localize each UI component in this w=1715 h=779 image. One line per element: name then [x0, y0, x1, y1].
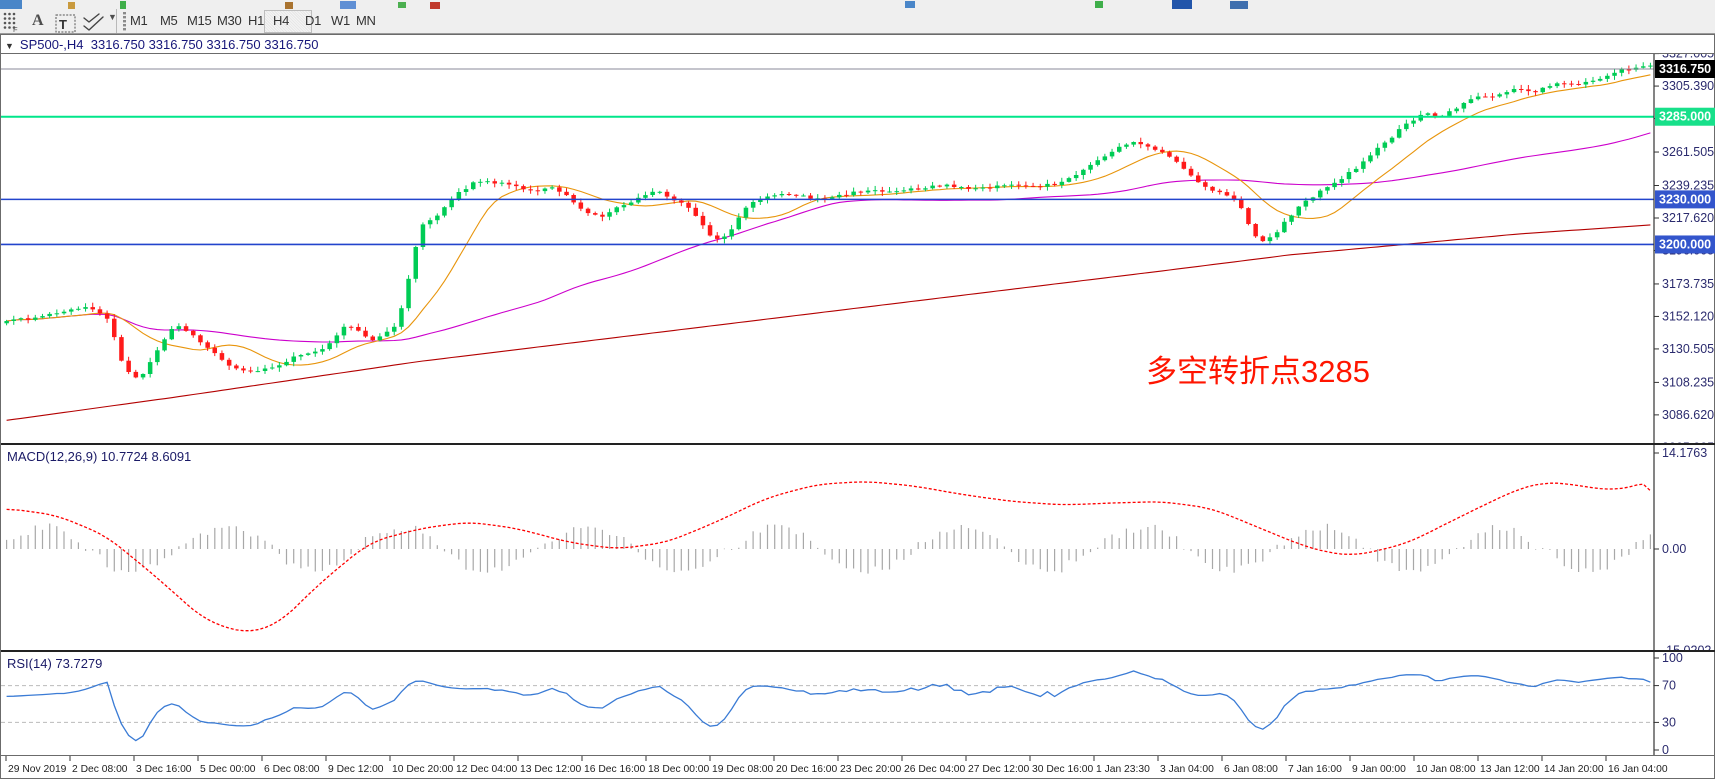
svg-text:18 Dec 00:00: 18 Dec 00:00 [648, 764, 710, 775]
svg-text:27 Dec 12:00: 27 Dec 12:00 [968, 764, 1030, 775]
svg-text:-15.0202: -15.0202 [1662, 644, 1711, 652]
svg-text:3108.235: 3108.235 [1662, 375, 1714, 389]
svg-text:3285.000: 3285.000 [1659, 110, 1711, 124]
svg-text:100: 100 [1662, 652, 1683, 665]
svg-text:16 Jan 04:00: 16 Jan 04:00 [1608, 764, 1668, 775]
svg-text:多空转折点3285: 多空转折点3285 [1146, 354, 1370, 389]
svg-text:3305.390: 3305.390 [1662, 79, 1714, 93]
svg-text:16 Dec 16:00: 16 Dec 16:00 [584, 764, 646, 775]
svg-text:70: 70 [1662, 679, 1676, 693]
svg-text:3316.750: 3316.750 [1659, 62, 1711, 76]
svg-text:10 Dec 20:00: 10 Dec 20:00 [392, 764, 454, 775]
svg-text:5 Dec 00:00: 5 Dec 00:00 [200, 764, 256, 775]
svg-text:3217.620: 3217.620 [1662, 211, 1714, 225]
svg-text:3230.000: 3230.000 [1659, 192, 1711, 206]
svg-text:3 Jan 04:00: 3 Jan 04:00 [1160, 764, 1214, 775]
svg-text:9 Dec 12:00: 9 Dec 12:00 [328, 764, 384, 775]
svg-text:29 Nov 2019: 29 Nov 2019 [8, 764, 67, 775]
svg-text:3 Dec 16:00: 3 Dec 16:00 [136, 764, 192, 775]
svg-text:3130.505: 3130.505 [1662, 342, 1714, 356]
svg-text:0: 0 [1662, 743, 1669, 756]
svg-text:6 Jan 08:00: 6 Jan 08:00 [1224, 764, 1278, 775]
svg-text:7 Jan 16:00: 7 Jan 16:00 [1288, 764, 1342, 775]
svg-text:F: F [13, 25, 18, 33]
svg-text:0.00: 0.00 [1662, 542, 1686, 556]
svg-text:26 Dec 04:00: 26 Dec 04:00 [904, 764, 966, 775]
svg-text:14.1763: 14.1763 [1662, 446, 1707, 460]
svg-text:30 Dec 16:00: 30 Dec 16:00 [1032, 764, 1094, 775]
svg-text:3261.505: 3261.505 [1662, 145, 1714, 159]
svg-text:RSI(14) 73.7279: RSI(14) 73.7279 [7, 656, 102, 671]
svg-text:23 Dec 20:00: 23 Dec 20:00 [840, 764, 902, 775]
svg-text:MACD(12,26,9) 10.7724 8.6091: MACD(12,26,9) 10.7724 8.6091 [7, 449, 191, 464]
svg-text:1 Jan 23:30: 1 Jan 23:30 [1096, 764, 1150, 775]
svg-text:2 Dec 08:00: 2 Dec 08:00 [72, 764, 128, 775]
svg-text:6 Dec 08:00: 6 Dec 08:00 [264, 764, 320, 775]
svg-text:3327.005: 3327.005 [1662, 54, 1714, 61]
svg-text:3200.000: 3200.000 [1659, 237, 1711, 251]
svg-text:12 Dec 04:00: 12 Dec 04:00 [456, 764, 518, 775]
svg-text:T: T [59, 17, 67, 32]
svg-text:13 Dec 12:00: 13 Dec 12:00 [520, 764, 582, 775]
svg-text:13 Jan 12:00: 13 Jan 12:00 [1480, 764, 1540, 775]
svg-text:14 Jan 20:00: 14 Jan 20:00 [1544, 764, 1604, 775]
svg-text:9 Jan 00:00: 9 Jan 00:00 [1352, 764, 1406, 775]
svg-text:3173.735: 3173.735 [1662, 277, 1714, 291]
svg-text:3152.120: 3152.120 [1662, 309, 1714, 323]
svg-text:3086.620: 3086.620 [1662, 408, 1714, 422]
svg-text:30: 30 [1662, 715, 1676, 729]
svg-text:10 Jan 08:00: 10 Jan 08:00 [1416, 764, 1476, 775]
svg-text:19 Dec 08:00: 19 Dec 08:00 [712, 764, 774, 775]
svg-text:20 Dec 16:00: 20 Dec 16:00 [776, 764, 838, 775]
